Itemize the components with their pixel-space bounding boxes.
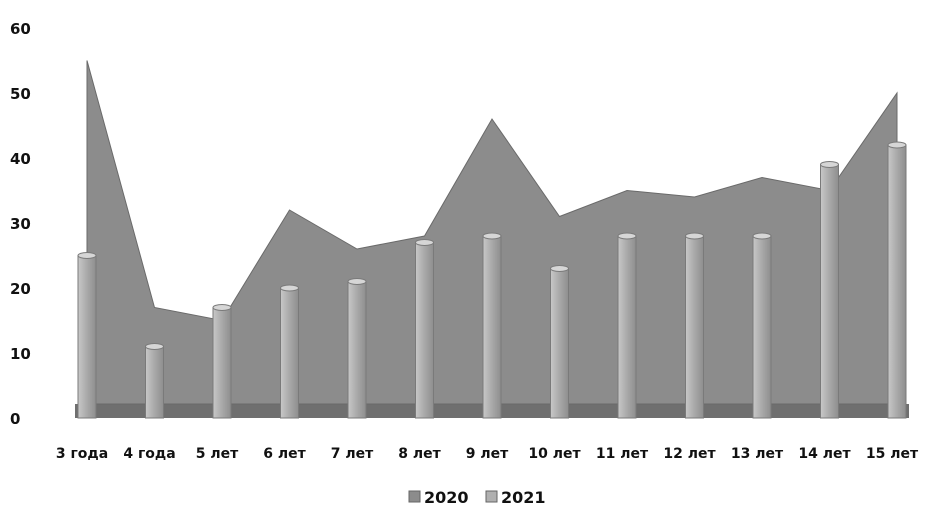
- bar-6-лет: [280, 284, 299, 419]
- y-tick-label: 50: [10, 85, 31, 103]
- bar-3-года: [77, 252, 97, 419]
- legend-item-2021: 2021: [485, 488, 546, 507]
- y-tick-label: 30: [10, 215, 31, 233]
- bar-12-лет: [685, 232, 704, 419]
- legend-label: 2020: [424, 488, 469, 507]
- y-tick-label: 10: [10, 345, 31, 363]
- bar-series-2021: [77, 141, 907, 419]
- bar-4-года: [145, 343, 164, 419]
- bar-14-лет: [820, 161, 839, 419]
- x-category-label: 10 лет: [528, 446, 581, 462]
- x-category-label: 4 года: [123, 446, 175, 462]
- x-category-label: 6 лет: [263, 446, 306, 462]
- bar-5-лет: [212, 304, 232, 419]
- x-category-label: 12 лет: [663, 446, 716, 462]
- y-tick-label: 0: [10, 410, 20, 428]
- x-category-label: 8 лет: [398, 446, 441, 462]
- legend-swatch: [408, 490, 421, 503]
- legend-item-2020: 2020: [408, 488, 469, 507]
- bar-10-лет: [550, 265, 569, 419]
- x-category-label: 11 лет: [596, 446, 649, 462]
- bar-9-лет: [482, 232, 502, 419]
- y-tick-label: 20: [10, 280, 31, 298]
- x-category-label: 9 лет: [466, 446, 509, 462]
- x-category-label: 14 лет: [798, 446, 851, 462]
- bar-7-лет: [347, 278, 367, 419]
- legend: 2020 2021: [408, 488, 546, 507]
- bar-11-лет: [617, 232, 637, 419]
- x-axis: 3 года 4 года 5 лет 6 лет 7 лет 8 лет 9 лет 10 …: [56, 446, 919, 462]
- x-category-label: 13 лет: [731, 446, 784, 462]
- bar-8-лет: [415, 239, 434, 419]
- y-axis: 0 10 20 30 40 50 60: [10, 20, 31, 428]
- x-category-label: 5 лет: [196, 446, 239, 462]
- x-category-label: 7 лет: [331, 446, 374, 462]
- x-category-label: 15 лет: [866, 446, 919, 462]
- bar-13-лет: [752, 232, 772, 419]
- plot-area: [75, 60, 909, 419]
- bar-15-лет: [887, 141, 907, 419]
- legend-swatch: [485, 490, 498, 503]
- x-category-label: 3 года: [56, 446, 108, 462]
- legend-label: 2021: [501, 488, 546, 507]
- y-tick-label: 40: [10, 150, 31, 168]
- y-tick-label: 60: [10, 20, 31, 38]
